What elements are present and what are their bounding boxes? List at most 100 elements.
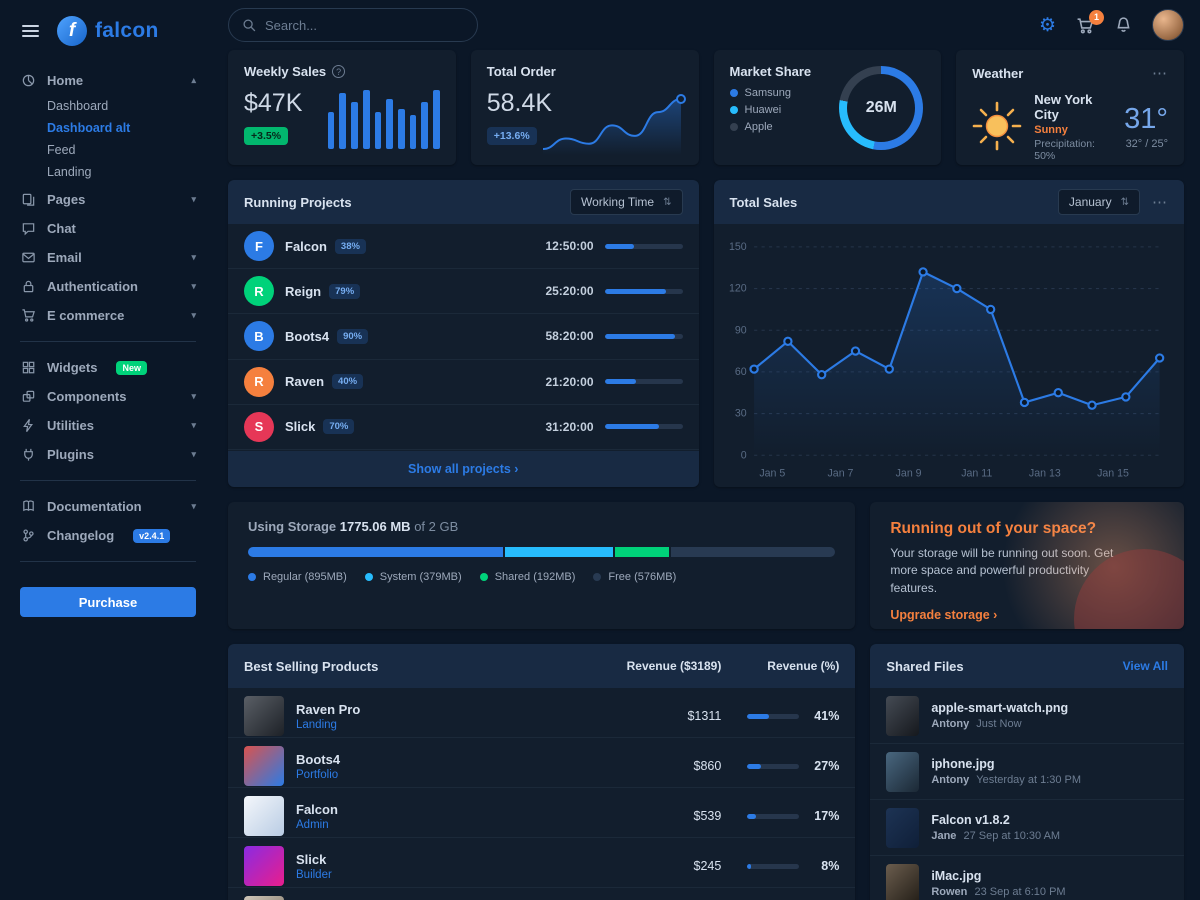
legend-item: Samsung xyxy=(729,87,926,99)
legend-label: Regular (895MB) xyxy=(263,571,347,583)
select-caret-icon: ⇅ xyxy=(663,196,672,208)
project-row[interactable]: F Falcon 38% 12:50:00 xyxy=(228,224,699,270)
info-icon[interactable]: ? xyxy=(332,65,346,78)
book-icon xyxy=(20,499,36,514)
view-all-link[interactable]: View All xyxy=(1122,659,1168,673)
card-title: Total Sales xyxy=(729,194,798,210)
sidebar-item-landing[interactable]: Landing xyxy=(47,165,92,179)
legend-label: Apple xyxy=(744,121,773,133)
card-title: Market Share xyxy=(729,64,812,79)
card-menu-icon[interactable]: ⋯ xyxy=(1152,65,1168,82)
product-category-link[interactable]: Landing xyxy=(296,718,337,731)
list-item[interactable]: Falcon v1.8.2 Jane 27 Sep at 10:30 AM xyxy=(870,800,1184,856)
table-row[interactable]: Reign Pro Agency $234 7% xyxy=(228,888,855,900)
purchase-button[interactable]: Purchase xyxy=(20,587,196,617)
sidebar-item-utilities[interactable]: Utilities ▾ xyxy=(20,411,196,440)
card-title: Total Order xyxy=(486,64,556,79)
sidebar-item-pages[interactable]: Pages ▾ xyxy=(20,185,196,214)
sidebar-item-plugins[interactable]: Plugins ▾ xyxy=(20,440,196,469)
settings-gear-icon[interactable]: ⚙ xyxy=(1038,14,1056,36)
show-all-projects-link[interactable]: Show all projects › xyxy=(408,462,519,476)
product-name: Slick xyxy=(296,851,327,867)
sidebar-item-label: Documentation xyxy=(47,499,142,514)
legend-dot xyxy=(364,573,373,581)
file-name: iphone.jpg xyxy=(931,757,995,771)
project-row[interactable]: B Boots4 90% 58:20:00 xyxy=(228,314,699,360)
sidebar-header: f falcon xyxy=(20,10,196,52)
product-category-link[interactable]: Admin xyxy=(296,818,329,831)
project-row[interactable]: S Slick 70% 31:20:00 xyxy=(228,405,699,450)
chevron-down-icon: ▾ xyxy=(191,194,196,204)
month-select[interactable]: January ⇅ xyxy=(1057,189,1140,215)
project-row[interactable]: R Raven 40% 21:20:00 xyxy=(228,360,699,405)
upgrade-space-card: Running out of your space? Your storage … xyxy=(870,502,1184,629)
cart-button[interactable]: 1 xyxy=(1076,9,1104,34)
sidebar-item-dashboard[interactable]: Dashboard xyxy=(47,99,109,113)
svg-text:Jan 13: Jan 13 xyxy=(1028,467,1060,479)
weekly-sales-card: Weekly Sales ? $47K +3.5% xyxy=(228,50,456,165)
product-thumbnail xyxy=(244,846,284,886)
sidebar-item-ecommerce[interactable]: E commerce ▾ xyxy=(20,301,196,330)
file-owner: Antony xyxy=(931,718,970,730)
sidebar-divider xyxy=(20,480,196,481)
weather-card: Weather ⋯ xyxy=(956,50,1184,165)
storage-legend: Regular (895MB) System (379MB) Shared (1… xyxy=(248,571,835,583)
svg-text:60: 60 xyxy=(734,366,746,378)
product-thumbnail xyxy=(244,746,284,786)
project-time: 21:20:00 xyxy=(545,374,594,389)
search-input[interactable] xyxy=(265,17,463,33)
sidebar-item-changelog[interactable]: Changelog v2.4.1 xyxy=(20,521,196,550)
legend-item: System (379MB) xyxy=(364,571,462,583)
sidebar-item-label: Widgets xyxy=(47,360,98,375)
topbar: ⚙ 1 xyxy=(228,8,1184,42)
project-time: 25:20:00 xyxy=(545,284,594,299)
sun-icon xyxy=(972,101,1022,154)
select-value: Working Time xyxy=(580,195,655,209)
legend-dot xyxy=(593,573,602,581)
sidebar-item-chat[interactable]: Chat xyxy=(20,214,196,243)
legend-item: Regular (895MB) xyxy=(248,571,347,583)
sidebar-item-home[interactable]: Home ▴ xyxy=(20,66,196,95)
table-row[interactable]: Boots4 Portfolio $860 27% xyxy=(228,738,856,788)
plug-icon xyxy=(20,447,36,462)
sidebar-item-widgets[interactable]: Widgets New xyxy=(20,353,196,382)
notifications-bell-icon[interactable] xyxy=(1115,16,1132,34)
table-row[interactable]: Falcon Admin $539 17% xyxy=(228,788,856,838)
sidebar-item-label: Components xyxy=(47,389,127,404)
table-row[interactable]: Raven Pro Landing $1311 41% xyxy=(228,688,856,738)
project-time: 12:50:00 xyxy=(545,239,594,254)
file-name: iMac.jpg xyxy=(931,869,982,883)
list-item[interactable]: apple-smart-watch.png Antony Just Now xyxy=(870,688,1184,744)
file-thumbnail xyxy=(886,751,920,792)
menu-toggle-icon[interactable] xyxy=(20,21,41,41)
card-menu-icon[interactable]: ⋯ xyxy=(1152,194,1168,211)
legend-dot xyxy=(479,573,488,581)
working-time-select[interactable]: Working Time ⇅ xyxy=(569,189,683,215)
list-item[interactable]: iphone.jpg Antony Yesterday at 1:30 PM xyxy=(870,744,1184,800)
sidebar-item-components[interactable]: Components ▾ xyxy=(20,382,196,411)
revenue-progressbar xyxy=(747,863,800,869)
sidebar-item-feed[interactable]: Feed xyxy=(47,143,76,157)
home-submenu: Dashboard Dashboard alt Feed Landing xyxy=(20,95,196,183)
sidebar-item-dashboard-alt[interactable]: Dashboard alt xyxy=(47,121,131,135)
sidebar: f falcon Home ▴ Dashboard Dashboard alt … xyxy=(0,0,216,900)
space-body: Your storage will be running out soon. G… xyxy=(890,546,1114,595)
table-row[interactable]: Slick Builder $245 8% xyxy=(228,838,856,888)
product-category-link[interactable]: Portfolio xyxy=(296,768,339,781)
list-item[interactable]: iMac.jpg Rowen 23 Sep at 6:10 PM xyxy=(870,856,1184,900)
legend-dot xyxy=(248,573,256,581)
sidebar-item-authentication[interactable]: Authentication ▾ xyxy=(20,272,196,301)
new-badge: New xyxy=(116,360,147,375)
sidebar-item-documentation[interactable]: Documentation ▾ xyxy=(20,492,196,521)
brand-logo[interactable]: f falcon xyxy=(57,16,159,46)
search-box[interactable] xyxy=(228,8,478,42)
sidebar-item-label: Email xyxy=(47,250,82,265)
chevron-down-icon: ▾ xyxy=(191,501,196,511)
sidebar-item-email[interactable]: Email ▾ xyxy=(20,243,196,272)
project-row[interactable]: R Reign 79% 25:20:00 xyxy=(228,269,699,315)
topbar-actions: ⚙ 1 xyxy=(1039,9,1184,41)
upgrade-storage-link[interactable]: Upgrade storage › xyxy=(890,608,998,623)
user-avatar[interactable] xyxy=(1152,9,1184,41)
weather-temperature: 31° xyxy=(1124,102,1168,135)
product-category-link[interactable]: Builder xyxy=(296,868,332,881)
